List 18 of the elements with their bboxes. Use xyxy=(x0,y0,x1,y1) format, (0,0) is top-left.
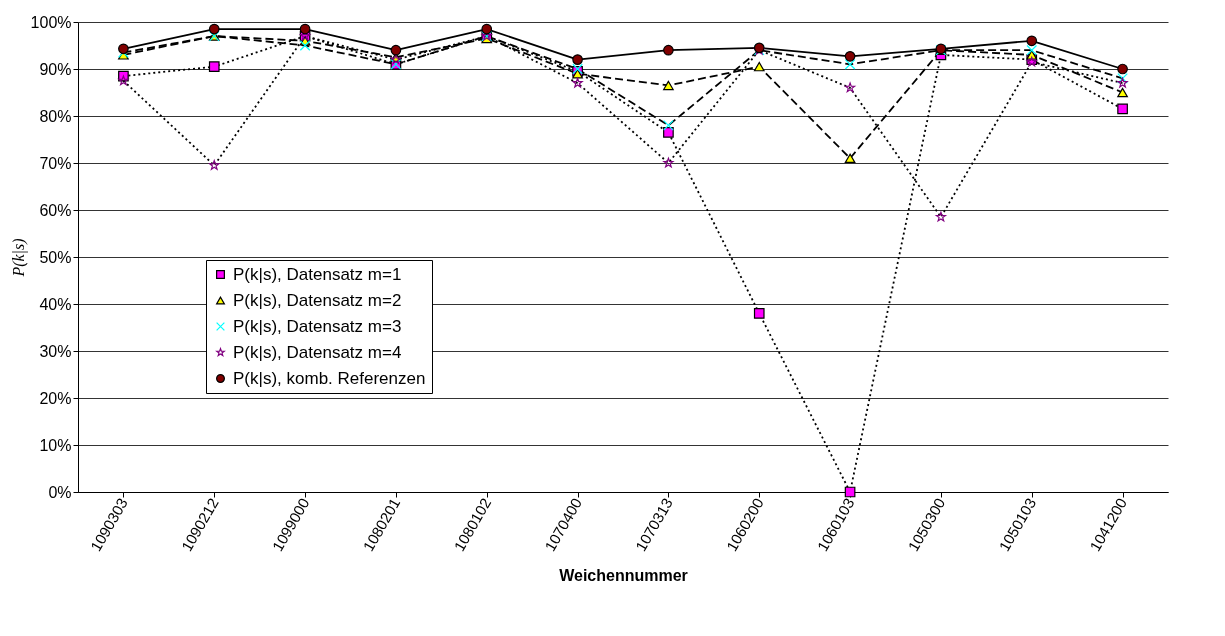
y-tick-label: 20% xyxy=(39,389,72,407)
y-tick-label: 40% xyxy=(39,295,72,313)
y-tick-label: 60% xyxy=(39,201,72,219)
y-tick-label: 10% xyxy=(39,436,72,454)
y-tick-label: 100% xyxy=(30,13,72,31)
y-tick-label: 50% xyxy=(39,248,72,266)
y-tick-label: 0% xyxy=(48,483,72,501)
y-tick-label: 80% xyxy=(39,107,72,125)
legend-label: P(k|s), Datensatz m=3 xyxy=(233,316,402,336)
y-axis-title: P(k|s) xyxy=(9,238,28,278)
legend-label: P(k|s), Datensatz m=4 xyxy=(233,342,402,362)
y-tick-label: 90% xyxy=(39,60,72,78)
y-tick-label: 70% xyxy=(39,154,72,172)
legend-label: P(k|s), Datensatz m=2 xyxy=(233,290,402,310)
legend-label: P(k|s), komb. Referenzen xyxy=(233,368,426,388)
y-tick-label: 30% xyxy=(39,342,72,360)
x-axis-title: Weichennummer xyxy=(559,567,688,585)
legend-label: P(k|s), Datensatz m=1 xyxy=(233,264,402,284)
